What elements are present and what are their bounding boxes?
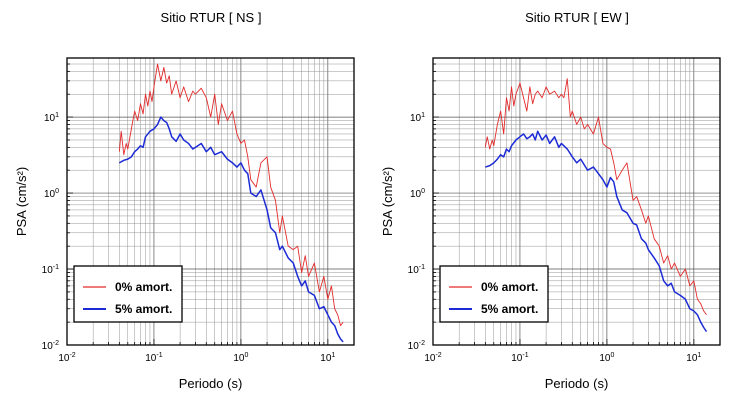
series-layer [484, 78, 708, 333]
x-tick-label: 101 [320, 352, 335, 364]
series-layer [118, 63, 344, 343]
tick-labels: 10-2 10-1 100 101 10-2 10-1 100 101 [408, 112, 702, 364]
x-tick-label: 10-1 [145, 352, 162, 364]
legend-box [439, 265, 549, 323]
tick-labels: 10-2 10-1 100 101 10-2 10-1 100 101 [42, 112, 336, 364]
x-axis-label: Periodo (s) [545, 376, 609, 391]
y-tick-label: 10-2 [42, 340, 59, 352]
y-tick-label: 100 [410, 188, 425, 200]
y-axis-label: PSA (cm/s²) [14, 167, 29, 236]
chart-title: Sitio RTUR [ EW ] [525, 10, 629, 25]
y-tick-label: 10-2 [408, 340, 425, 352]
x-tick-label: 101 [686, 352, 701, 364]
x-tick-label: 10-2 [58, 352, 75, 364]
legend-label-series-2: 5% amort. [115, 302, 172, 316]
legend-label-series-1: 0% amort. [481, 280, 538, 294]
x-tick-label: 10-1 [511, 352, 528, 364]
chart-panel-ew: Sitio RTUR [ EW ] 10-2 10-1 100 101 10-2 10-1… [380, 10, 721, 391]
y-tick-label: 101 [44, 112, 59, 124]
legend-label-series-2: 5% amort. [481, 302, 538, 316]
series-line-2 [118, 116, 344, 343]
series-line-1 [484, 78, 707, 316]
y-tick-label: 101 [410, 112, 425, 124]
x-tick-label: 10-2 [424, 352, 441, 364]
chart-title: Sitio RTUR [ NS ] [161, 10, 262, 25]
legend: 0% amort. 5% amort. [439, 265, 549, 323]
y-axis-label: PSA (cm/s²) [380, 167, 395, 236]
x-tick-label: 100 [233, 352, 248, 364]
y-tick-label: 100 [44, 188, 59, 200]
legend-box [73, 265, 183, 323]
plot-frame [432, 57, 721, 346]
series-line-2 [485, 130, 708, 333]
y-tick-label: 10-1 [42, 264, 59, 276]
x-axis-label: Periodo (s) [179, 376, 243, 391]
legend-label-series-1: 0% amort. [115, 280, 172, 294]
legend: 0% amort. 5% amort. [73, 265, 183, 323]
y-tick-label: 10-1 [408, 264, 425, 276]
series-line-1 [118, 63, 344, 327]
chart-panel-ns: Sitio RTUR [ NS ] 10-2 10-1 100 101 10-2 10-1… [14, 10, 355, 391]
x-tick-label: 100 [599, 352, 614, 364]
plot-frame [66, 57, 355, 346]
